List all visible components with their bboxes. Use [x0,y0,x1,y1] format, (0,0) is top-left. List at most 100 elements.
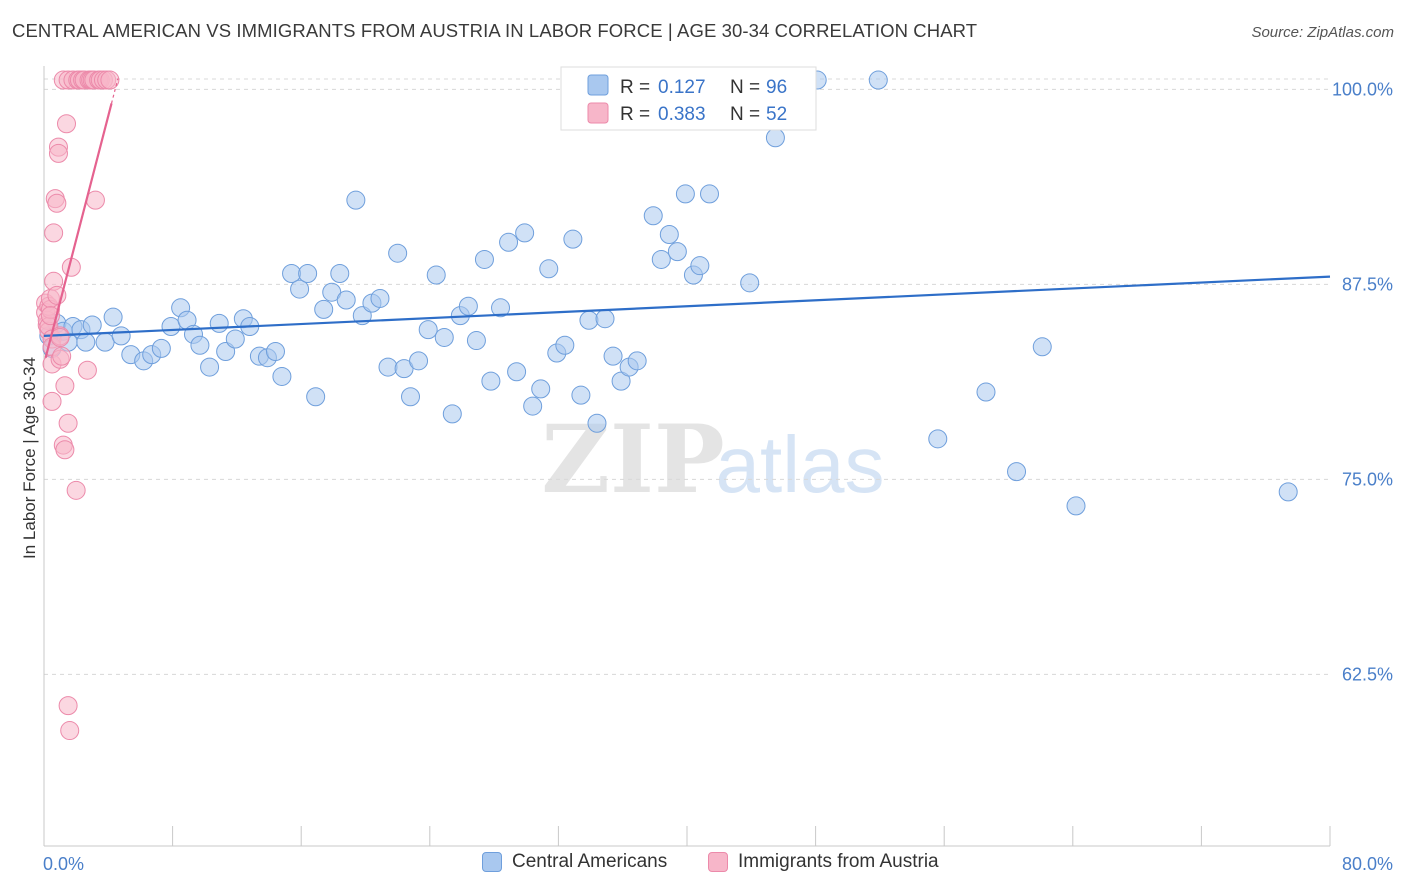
central-americans-point-90 [976,382,996,402]
central-americans-point-53 [458,296,478,316]
correlation-legend: R = 0.127 N = 96 R = 0.383 N = 52 [560,66,817,131]
series-immigrants-from-austria [36,70,120,741]
series-legend: Central Americans Immigrants from Austri… [0,851,1406,879]
central-americans-point-68 [579,310,599,330]
legend-n-value-pink: 52 [766,104,787,125]
central-americans-point-89 [928,429,948,449]
legend-swatch-immigrants-from-austria [708,852,728,872]
trend-lines [43,78,1331,358]
central-americans-point-60 [515,223,535,243]
legend-r-value-pink: 0.383 [658,104,706,125]
central-americans-point-38 [336,290,356,310]
central-americans-point-67 [571,385,591,405]
central-americans-point-79 [667,242,687,262]
central-americans-point-78 [659,224,679,244]
chart-title: CENTRAL AMERICAN VS IMMIGRANTS FROM AUST… [12,20,978,41]
central-americans-point-74 [627,351,647,371]
legend-swatch-pink [587,102,609,124]
central-americans-point-55 [474,249,494,269]
central-americans-point-57 [491,298,511,318]
source-label: Source: ZipAtlas.com [1251,24,1394,41]
central-americans-point-80 [675,184,695,204]
central-americans-point-32 [290,279,310,299]
central-americans-point-59 [507,362,527,382]
central-americans-point-10 [103,307,123,327]
gridlines [44,78,1330,675]
immigrants-from-austria-point-32 [58,696,78,716]
trend-line-immigrants-from-austria-extension [110,78,119,104]
x-tick-label-max: 80.0% [1342,854,1393,874]
central-americans-point-65 [555,335,575,355]
immigrants-from-austria-point-51 [100,70,120,90]
central-americans-point-83 [700,184,720,204]
central-americans-point-76 [643,206,663,226]
immigrants-from-austria-point-28 [55,440,75,460]
central-americans-point-62 [531,379,551,399]
central-americans-point-49 [426,265,446,285]
legend-swatch-blue [587,74,609,96]
central-americans-point-7 [76,332,96,352]
central-americans-point-86 [765,128,785,148]
legend-n-label-blue: N = [730,77,760,98]
central-americans-point-36 [322,282,342,302]
central-americans-point-20 [190,335,210,355]
central-americans-point-91 [1007,462,1027,482]
central-americans-point-30 [272,366,292,386]
legend-label-immigrants-from-austria: Immigrants from Austria [738,851,939,872]
legend-r-label-blue: R = [620,77,650,98]
y-tick-labels: 62.5% 75.0% 87.5% 100.0% [1332,79,1393,684]
central-americans-point-70 [595,309,615,329]
central-americans-point-54 [466,331,486,351]
central-americans-point-56 [481,371,501,391]
central-americans-point-15 [151,338,171,358]
central-americans-point-44 [388,243,408,263]
central-americans-point-58 [499,232,519,252]
central-americans-point-22 [209,313,229,333]
central-americans-point-8 [82,315,102,335]
central-americans-point-37 [330,263,350,283]
legend-n-label-pink: N = [730,104,760,125]
trend-line-immigrants-from-austria [44,103,113,358]
central-americans-point-82 [690,256,710,276]
y-tick-label-1: 75.0% [1342,469,1393,489]
y-axis-label: In Labor Force | Age 30-34 [20,357,39,559]
immigrants-from-austria-point-20 [48,143,68,163]
immigrants-from-austria-point-29 [57,114,77,134]
central-americans-point-47 [409,351,429,371]
immigrants-from-austria-point-33 [60,721,80,741]
legend-r-value-blue: 0.127 [658,77,706,98]
central-americans-point-85 [740,273,760,293]
central-americans-point-45 [394,359,414,379]
legend-item-central-americans: Central Americans [482,851,667,873]
central-americans-point-66 [563,229,583,249]
immigrants-from-austria-point-23 [50,327,70,347]
legend-label-central-americans: Central Americans [512,851,668,872]
y-tick-label-0: 62.5% [1342,664,1393,684]
central-americans-point-24 [225,329,245,349]
central-americans-point-42 [370,288,390,308]
central-americans-point-69 [587,413,607,433]
immigrants-from-austria-point-31 [58,413,78,433]
central-americans-point-48 [418,320,438,340]
immigrants-from-austria-point-41 [77,360,97,380]
central-americans-point-9 [95,332,115,352]
central-americans-point-33 [298,263,318,283]
immigrants-from-austria-point-24 [52,346,72,366]
central-americans-point-16 [161,317,181,337]
central-americans-point-77 [651,249,671,269]
central-americans-point-34 [306,387,326,407]
immigrants-from-austria-point-27 [55,376,75,396]
central-americans-point-93 [1066,496,1086,516]
central-americans-point-46 [401,387,421,407]
central-americans-point-43 [378,357,398,377]
axes [43,66,1331,847]
trend-line-central-americans [43,275,1331,337]
legend-n-value-blue: 96 [766,77,787,98]
central-americans-point-35 [314,299,334,319]
watermark-atlas: atlas [716,420,885,509]
immigrants-from-austria-point-17 [47,193,67,213]
central-americans-point-61 [523,396,543,416]
central-americans-point-39 [346,190,366,210]
y-tick-label-2: 87.5% [1342,274,1393,294]
